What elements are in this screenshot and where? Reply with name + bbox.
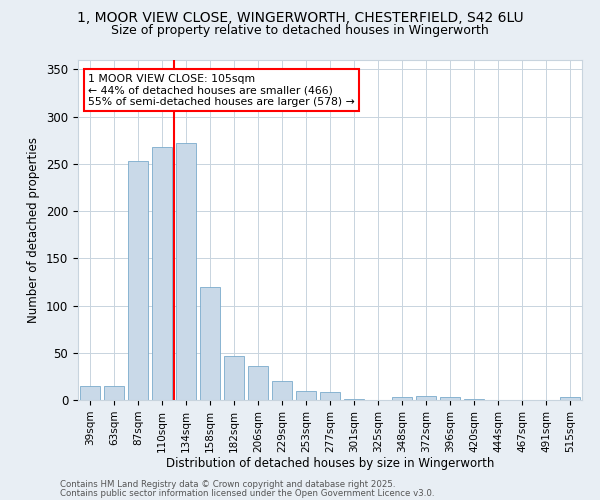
Bar: [320, 392, 340, 400]
Text: Contains public sector information licensed under the Open Government Licence v3: Contains public sector information licen…: [60, 489, 434, 498]
Bar: [296, 390, 316, 400]
X-axis label: Distribution of detached houses by size in Wingerworth: Distribution of detached houses by size …: [166, 458, 494, 470]
Bar: [200, 286, 220, 400]
Bar: [80, 386, 100, 400]
Bar: [128, 161, 148, 400]
Bar: [104, 386, 124, 400]
Bar: [176, 143, 196, 400]
Bar: [272, 381, 292, 400]
Bar: [464, 399, 484, 400]
Bar: [344, 399, 364, 400]
Text: Size of property relative to detached houses in Wingerworth: Size of property relative to detached ho…: [111, 24, 489, 37]
Text: Contains HM Land Registry data © Crown copyright and database right 2025.: Contains HM Land Registry data © Crown c…: [60, 480, 395, 489]
Bar: [248, 366, 268, 400]
Text: 1, MOOR VIEW CLOSE, WINGERWORTH, CHESTERFIELD, S42 6LU: 1, MOOR VIEW CLOSE, WINGERWORTH, CHESTER…: [77, 11, 523, 25]
Bar: [440, 397, 460, 400]
Y-axis label: Number of detached properties: Number of detached properties: [28, 137, 40, 323]
Bar: [392, 397, 412, 400]
Text: 1 MOOR VIEW CLOSE: 105sqm
← 44% of detached houses are smaller (466)
55% of semi: 1 MOOR VIEW CLOSE: 105sqm ← 44% of detac…: [88, 74, 355, 107]
Bar: [152, 147, 172, 400]
Bar: [416, 396, 436, 400]
Bar: [224, 356, 244, 400]
Bar: [560, 397, 580, 400]
